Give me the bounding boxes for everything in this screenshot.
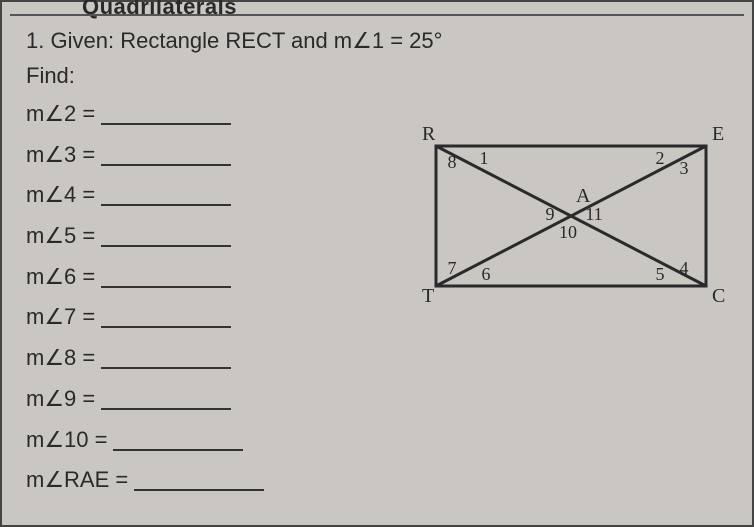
- svg-text:11: 11: [585, 204, 602, 224]
- svg-text:E: E: [712, 126, 724, 145]
- item-label: m∠3 =: [26, 135, 95, 176]
- find-item-10: m∠10 =: [26, 420, 728, 461]
- svg-text:3: 3: [680, 158, 689, 178]
- find-item-8: m∠8 =: [26, 338, 728, 379]
- svg-text:5: 5: [656, 264, 665, 284]
- answer-blank[interactable]: [134, 469, 264, 491]
- answer-blank[interactable]: [101, 306, 231, 328]
- svg-text:10: 10: [559, 222, 577, 242]
- find-item-rae: m∠RAE =: [26, 460, 728, 501]
- item-label: m∠RAE =: [26, 460, 128, 501]
- svg-text:C: C: [712, 285, 725, 307]
- svg-text:2: 2: [656, 148, 665, 168]
- given-line: 1. Given: Rectangle RECT and m∠1 = 25°: [26, 24, 728, 57]
- svg-text:1: 1: [480, 148, 489, 168]
- answer-blank[interactable]: [101, 266, 231, 288]
- svg-text:R: R: [422, 126, 436, 145]
- answer-blank[interactable]: [101, 225, 231, 247]
- item-label: m∠10 =: [26, 420, 107, 461]
- answer-blank[interactable]: [101, 103, 231, 125]
- svg-text:T: T: [422, 285, 434, 307]
- given-text: Rectangle RECT and m∠1 = 25°: [120, 28, 442, 53]
- svg-text:4: 4: [680, 258, 689, 278]
- svg-text:8: 8: [448, 152, 457, 172]
- answer-blank[interactable]: [113, 429, 243, 451]
- item-label: m∠8 =: [26, 338, 95, 379]
- given-label: Given:: [50, 28, 114, 53]
- diagram-svg: RECTA1234567891011: [416, 126, 726, 326]
- worksheet-page: Quadrilaterals 1. Given: Rectangle RECT …: [0, 0, 754, 527]
- item-label: m∠7 =: [26, 297, 95, 338]
- answer-blank[interactable]: [101, 144, 231, 166]
- answer-blank[interactable]: [101, 388, 231, 410]
- svg-text:9: 9: [546, 204, 555, 224]
- item-label: m∠6 =: [26, 257, 95, 298]
- item-label: m∠9 =: [26, 379, 95, 420]
- rectangle-diagram: RECTA1234567891011: [416, 126, 726, 326]
- find-item-9: m∠9 =: [26, 379, 728, 420]
- item-label: m∠2 =: [26, 94, 95, 135]
- item-label: m∠4 =: [26, 175, 95, 216]
- svg-text:7: 7: [448, 258, 457, 278]
- problem-number: 1.: [26, 28, 44, 53]
- find-label: Find:: [26, 59, 728, 92]
- answer-blank[interactable]: [101, 347, 231, 369]
- problem-container: 1. Given: Rectangle RECT and m∠1 = 25° F…: [10, 14, 744, 517]
- svg-text:6: 6: [482, 264, 491, 284]
- item-label: m∠5 =: [26, 216, 95, 257]
- answer-blank[interactable]: [101, 184, 231, 206]
